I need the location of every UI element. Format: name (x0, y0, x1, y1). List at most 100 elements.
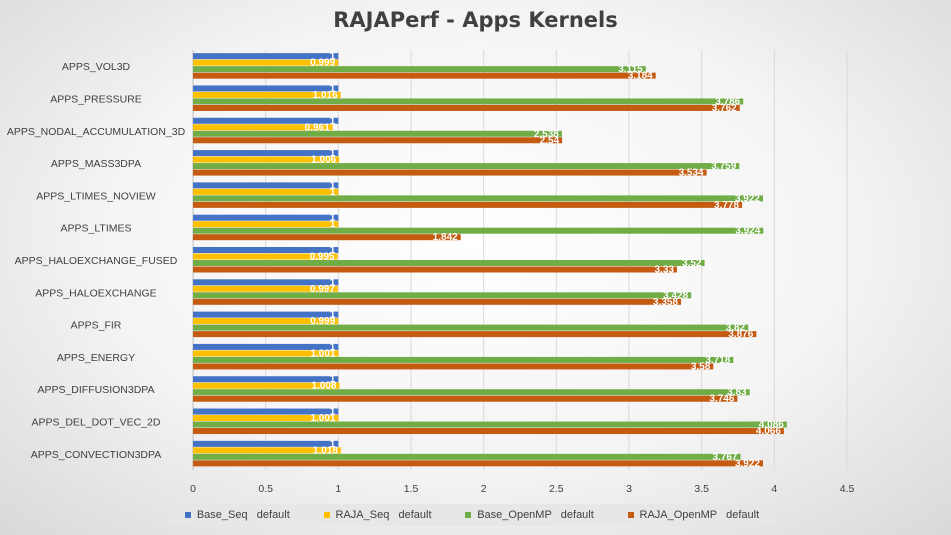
x-tick-label: 1 (335, 483, 341, 495)
bar (193, 343, 339, 350)
data-label: 1.842 (433, 232, 458, 243)
category-label: APPS_ENERGY (57, 352, 135, 364)
bar (193, 389, 750, 396)
bar (193, 66, 646, 73)
data-label: 1 (330, 342, 336, 353)
x-tick-label: 1.5 (404, 483, 419, 495)
bar (193, 279, 339, 286)
bar (193, 234, 461, 241)
data-label: 3.767 (712, 452, 737, 463)
x-tick-label: 2.5 (549, 483, 564, 495)
bar (193, 266, 677, 273)
data-label: 3.115 (618, 64, 643, 75)
data-label: 1 (330, 219, 336, 230)
bar (193, 85, 339, 92)
data-label: 1.008 (311, 381, 336, 392)
legend-item: RAJA_OpenMP default (627, 509, 760, 521)
data-label: 3.82 (726, 323, 746, 334)
x-tick-label: 0 (190, 483, 196, 495)
bar (193, 53, 339, 60)
bar (193, 253, 338, 260)
legend-label: RAJA_OpenMP default (639, 509, 760, 521)
legend-label: Base_Seq default (196, 509, 290, 521)
data-label: 1 (330, 51, 336, 62)
bar (193, 150, 339, 157)
bar (193, 363, 714, 370)
data-label: 1 (330, 277, 336, 288)
bar (193, 395, 738, 402)
x-tick-label: 4.5 (840, 483, 855, 495)
legend-item: RAJA_Seq default (323, 509, 432, 521)
category-label: APPS_PRESSURE (50, 93, 142, 105)
data-label: 3.52 (682, 258, 702, 269)
data-label: 1 (330, 213, 336, 224)
data-label: 1.001 (310, 348, 335, 359)
legend-swatch (465, 512, 472, 518)
data-label: 3.778 (714, 200, 739, 211)
data-label: 1 (330, 83, 336, 94)
category-label: APPS_CONVECTION3DPA (31, 449, 162, 461)
data-label: 0.997 (310, 284, 335, 295)
category-label: APPS_VOL3D (62, 61, 131, 73)
legend-label: Base_OpenMP default (477, 509, 594, 521)
data-label: 1 (330, 374, 336, 385)
data-label: 2.54 (540, 135, 560, 146)
data-label: 1.006 (311, 155, 336, 166)
data-label: 1 (330, 245, 336, 256)
bar (193, 285, 338, 292)
legend-swatch (323, 512, 330, 518)
data-label: 1 (330, 187, 336, 198)
bar (193, 137, 563, 144)
data-label: 3.762 (712, 103, 737, 114)
bar (193, 156, 340, 163)
bar (193, 331, 757, 338)
data-label: 1.018 (313, 445, 338, 456)
data-label: 3.759 (711, 161, 736, 172)
bar (193, 91, 341, 98)
data-label: 3.83 (727, 387, 747, 398)
bar (193, 356, 734, 363)
category-label: APPS_MASS3DPA (51, 158, 141, 170)
bar (193, 124, 333, 131)
legend-item: Base_OpenMP default (465, 509, 594, 521)
data-label: 1 (330, 180, 336, 191)
bar (193, 188, 339, 195)
bar (193, 247, 339, 253)
bar (193, 292, 692, 299)
bar (193, 453, 741, 460)
data-label: 0.961 (305, 122, 330, 133)
data-label: 3.58 (691, 361, 711, 372)
data-label: 3.922 (735, 193, 760, 204)
data-label: 3.718 (705, 355, 730, 366)
bar (193, 182, 339, 189)
bar (193, 440, 339, 447)
bar (193, 227, 764, 234)
data-label: 3.33 (654, 265, 674, 276)
bar (193, 408, 339, 415)
legend-item: Base_Seq default (184, 509, 290, 521)
category-label: APPS_DIFFUSION3DPA (37, 384, 154, 396)
data-label: 3.876 (728, 329, 753, 340)
data-label: 4.066 (756, 426, 781, 437)
category-label: APPS_LTIMES (61, 223, 132, 235)
legend-swatch (627, 512, 634, 518)
data-label: 1.001 (310, 413, 335, 424)
data-label: 1 (330, 310, 336, 321)
data-label: 3.358 (653, 297, 678, 308)
bar (193, 117, 339, 124)
data-label: 3.534 (679, 168, 704, 179)
bar (193, 298, 682, 305)
bar (193, 311, 339, 318)
bar (193, 221, 339, 228)
bar (193, 163, 740, 170)
bar (193, 195, 763, 202)
bar (193, 376, 339, 383)
data-label: 1 (330, 407, 336, 418)
bar (193, 201, 743, 208)
bar (193, 104, 740, 111)
bar (193, 447, 341, 454)
category-label: APPS_FIR (71, 320, 122, 332)
data-label: 1 (330, 148, 336, 159)
legend: Base_Seq default RAJA_Seq default Base_Ope… (168, 504, 776, 526)
